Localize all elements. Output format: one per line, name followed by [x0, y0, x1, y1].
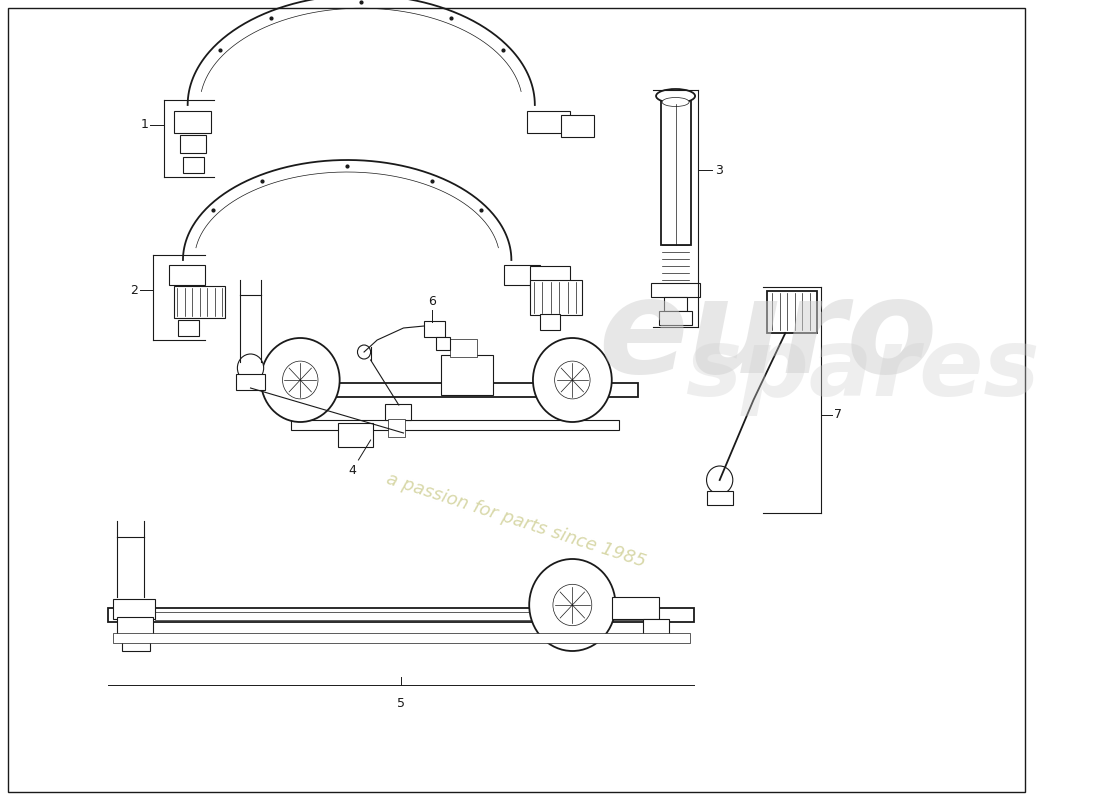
- Ellipse shape: [656, 89, 695, 103]
- Bar: [155, 612, 648, 620]
- Text: euro: euro: [598, 273, 938, 399]
- Bar: [661, 100, 691, 245]
- Text: 6: 6: [428, 295, 436, 308]
- Bar: [659, 311, 693, 325]
- Bar: [530, 266, 570, 288]
- Bar: [706, 491, 733, 505]
- Bar: [290, 420, 619, 430]
- Circle shape: [358, 345, 371, 359]
- Bar: [642, 619, 669, 635]
- Circle shape: [706, 466, 733, 494]
- Bar: [112, 633, 690, 643]
- Bar: [338, 423, 373, 447]
- Bar: [174, 111, 211, 133]
- Bar: [388, 419, 405, 437]
- Bar: [539, 314, 560, 330]
- Text: 7: 7: [834, 409, 843, 422]
- Circle shape: [553, 584, 592, 626]
- Bar: [122, 635, 150, 651]
- Text: spares: spares: [685, 324, 1040, 416]
- Bar: [180, 135, 207, 153]
- Bar: [112, 599, 155, 619]
- Text: 3: 3: [715, 163, 723, 177]
- Text: 1: 1: [141, 118, 149, 131]
- Bar: [183, 157, 204, 173]
- Bar: [441, 355, 493, 395]
- Bar: [530, 280, 582, 315]
- Ellipse shape: [662, 98, 689, 106]
- Text: 2: 2: [130, 283, 138, 297]
- Bar: [108, 608, 694, 622]
- Bar: [174, 286, 226, 318]
- Text: 4: 4: [349, 463, 356, 477]
- Bar: [118, 617, 153, 635]
- Bar: [767, 291, 817, 333]
- Bar: [169, 265, 205, 285]
- Bar: [561, 115, 594, 137]
- Circle shape: [238, 354, 264, 382]
- Text: a passion for parts since 1985: a passion for parts since 1985: [384, 470, 648, 570]
- Bar: [664, 297, 686, 311]
- Circle shape: [554, 361, 590, 399]
- Bar: [450, 339, 476, 357]
- Bar: [437, 337, 450, 350]
- Bar: [236, 374, 265, 390]
- Circle shape: [534, 338, 612, 422]
- Text: 5: 5: [397, 697, 405, 710]
- Bar: [385, 404, 411, 420]
- Bar: [504, 265, 539, 285]
- Bar: [612, 597, 659, 619]
- Bar: [425, 321, 444, 337]
- Bar: [178, 320, 199, 336]
- Circle shape: [283, 361, 318, 399]
- Circle shape: [529, 559, 616, 651]
- Bar: [527, 111, 570, 133]
- Bar: [272, 383, 638, 397]
- Bar: [651, 283, 700, 297]
- Circle shape: [261, 338, 340, 422]
